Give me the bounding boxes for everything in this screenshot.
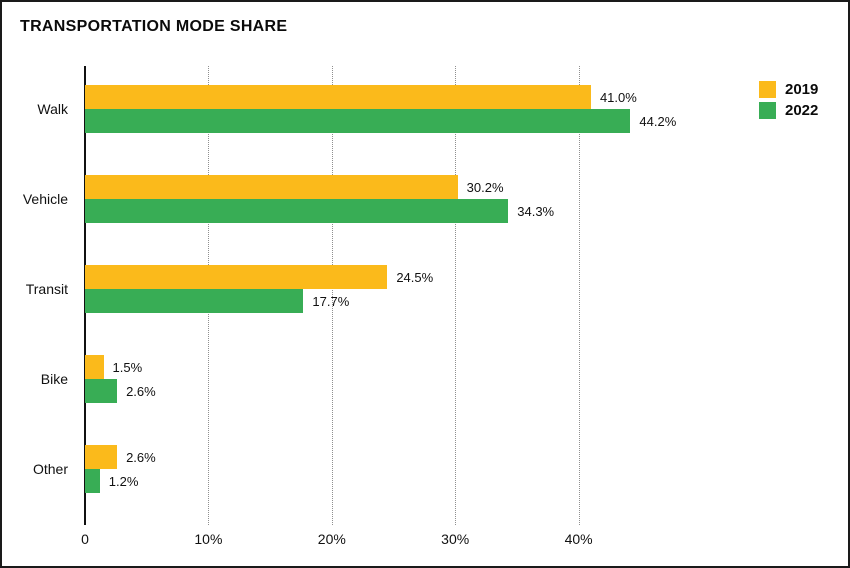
- category-label: Transit: [25, 281, 68, 297]
- value-label: 2.6%: [126, 383, 156, 399]
- bar-2022-vehicle: [85, 199, 509, 223]
- bar-2019-other: [85, 445, 118, 469]
- value-label: 41.0%: [599, 89, 637, 105]
- category-row-transit: Transit 24.5% 17.7%: [2, 244, 848, 334]
- gridline-40%: [578, 66, 580, 525]
- bar-2019-vehicle: [85, 175, 458, 199]
- x-tick-label: 20%: [317, 531, 346, 547]
- x-tick-label: 40%: [564, 531, 593, 547]
- bar-2022-bike: [85, 379, 118, 403]
- legend-item-2022: 2022: [759, 102, 818, 119]
- bar-2019-walk: [85, 85, 591, 109]
- legend-swatch-2022: [759, 102, 776, 119]
- category-label: Vehicle: [22, 191, 68, 207]
- x-tick-label: 0: [81, 531, 89, 547]
- legend: 2019 2022: [759, 81, 818, 123]
- x-tick-label: 30%: [441, 531, 470, 547]
- bar-2019-transit: [85, 265, 388, 289]
- value-label: 1.5%: [112, 359, 143, 375]
- gridline-30%: [455, 66, 457, 525]
- category-label: Other: [32, 461, 68, 477]
- legend-item-2019: 2019: [759, 81, 818, 98]
- bar-2019-bike: [85, 355, 104, 379]
- category-row-bike: Bike 1.5% 2.6%: [2, 334, 848, 424]
- legend-swatch-2019: [759, 81, 776, 98]
- value-label: 2.6%: [126, 449, 156, 465]
- value-label: 34.3%: [517, 203, 555, 219]
- value-label: 30.2%: [466, 179, 504, 195]
- bar-2022-other: [85, 469, 100, 493]
- chart-title: TRANSPORTATION MODE SHARE: [20, 18, 288, 35]
- bar-2022-transit: [85, 289, 304, 313]
- x-tick-label: 10%: [194, 531, 223, 547]
- bar-2022-walk: [85, 109, 631, 133]
- value-label: 24.5%: [396, 269, 434, 285]
- category-row-other: Other 2.6% 1.2%: [2, 424, 848, 514]
- category-row-vehicle: Vehicle 30.2% 34.3%: [2, 154, 848, 244]
- gridline-20%: [331, 66, 333, 525]
- value-label: 17.7%: [312, 293, 350, 309]
- legend-label: 2022: [785, 102, 819, 119]
- value-label: 44.2%: [639, 113, 677, 129]
- legend-label: 2019: [785, 81, 819, 98]
- category-row-walk: Walk 41.0% 44.2%: [2, 64, 848, 154]
- value-label: 1.2%: [108, 473, 139, 489]
- category-label: Bike: [40, 371, 68, 387]
- category-label: Walk: [37, 101, 68, 117]
